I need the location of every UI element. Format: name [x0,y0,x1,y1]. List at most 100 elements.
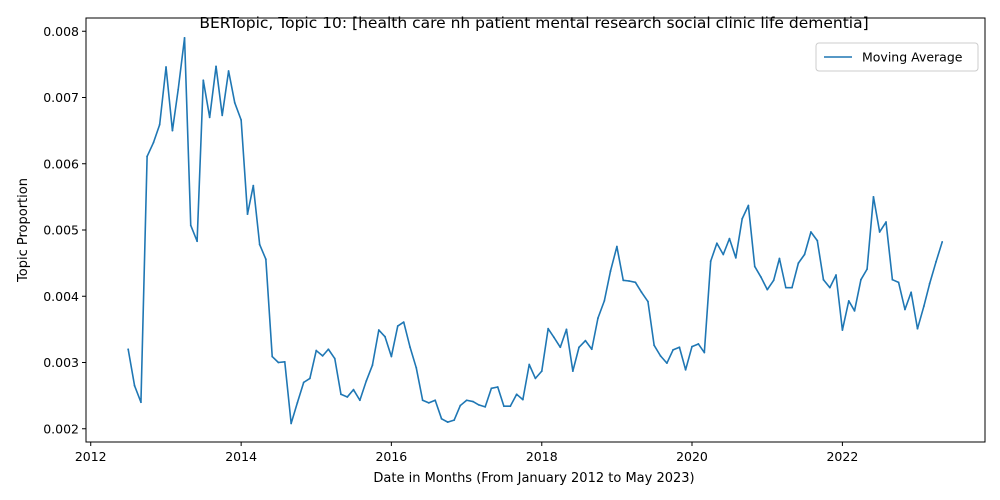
x-axis: 2012 2014 2016 2018 2020 2022 [75,442,858,464]
data-point [747,204,750,207]
data-point [904,308,906,311]
y-tick-label: 0.005 [43,223,79,238]
y-tick-label: 0.002 [43,421,79,436]
data-point [766,288,769,291]
data-point [140,401,142,404]
data-point [878,231,881,233]
data-point [841,329,844,331]
data-point [409,346,411,349]
data-point [165,66,167,68]
data-point [196,240,199,243]
data-point [365,380,368,382]
data-point [308,377,311,380]
data-point [415,366,418,369]
data-point [728,237,731,240]
data-point [678,346,681,349]
data-point [127,348,130,351]
data-point [283,360,286,363]
data-point [590,348,593,351]
data-point [935,260,937,263]
chart-title: BERTopic, Topic 10: [health care nh pati… [199,14,868,32]
data-point [521,398,524,401]
data-point [208,116,211,119]
data-point [271,355,274,358]
data-point [803,253,806,256]
data-point [246,213,249,216]
data-point [634,281,637,284]
data-point [647,300,649,303]
data-point [515,393,518,396]
data-point [327,348,330,351]
data-point [553,336,555,339]
data-point [772,279,775,282]
data-point [183,36,186,39]
x-tick-label: 2018 [526,449,558,464]
data-point [459,404,462,407]
data-point [640,291,643,294]
data-point [615,245,618,248]
data-point [534,377,537,380]
data-point [503,405,505,408]
data-point [258,243,261,246]
data-point [321,354,324,357]
legend: Moving Average [815,42,979,72]
legend-box [815,42,979,72]
data-point [872,195,875,198]
data-point [290,422,293,425]
data-point [866,268,868,270]
data-point [177,88,180,91]
data-point [565,328,568,331]
data-point [315,349,318,352]
data-point [571,370,574,373]
data-point [302,381,305,384]
data-point [421,399,424,402]
data-point [816,239,819,242]
data-point [697,343,700,345]
data-point [703,351,706,354]
data-point [734,256,737,259]
y-axis-label: Topic Proportion [16,178,31,283]
data-point [741,217,744,220]
data-point [665,362,668,365]
data-point [396,325,399,327]
data-point [390,355,393,358]
data-point [941,241,944,243]
x-tick-label: 2012 [75,449,107,464]
data-point [722,253,725,256]
data-point [146,155,149,158]
data-point [540,370,543,373]
x-tick-label: 2020 [676,449,708,464]
data-point [559,346,562,349]
data-point [853,309,856,312]
legend-label: Moving Average [862,50,963,65]
data-point [277,361,280,364]
x-axis-label: Date in Months (From January 2012 to May… [373,471,694,486]
data-point [427,402,430,404]
plot-area: 2012 2014 2016 2018 2020 2022 0.002 0.003 0.004… [43,17,986,464]
data-point [753,265,756,268]
data-point [133,384,136,387]
data-point [885,221,887,223]
data-point [609,270,612,272]
data-point [171,129,174,132]
data-point [597,317,599,320]
data-point [860,278,862,281]
data-point [659,354,662,357]
data-point [922,305,925,308]
data-point [928,282,931,285]
data-point [715,242,718,245]
data-point [691,345,693,348]
data-point [440,417,443,420]
data-point [828,286,831,289]
data-point [791,286,793,289]
x-tick-label: 2016 [375,449,407,464]
data-point [158,123,161,126]
data-point [653,344,656,347]
data-point [822,278,825,281]
data-point [296,402,299,404]
data-point [453,419,456,422]
data-point [152,141,155,144]
data-point [891,278,894,281]
